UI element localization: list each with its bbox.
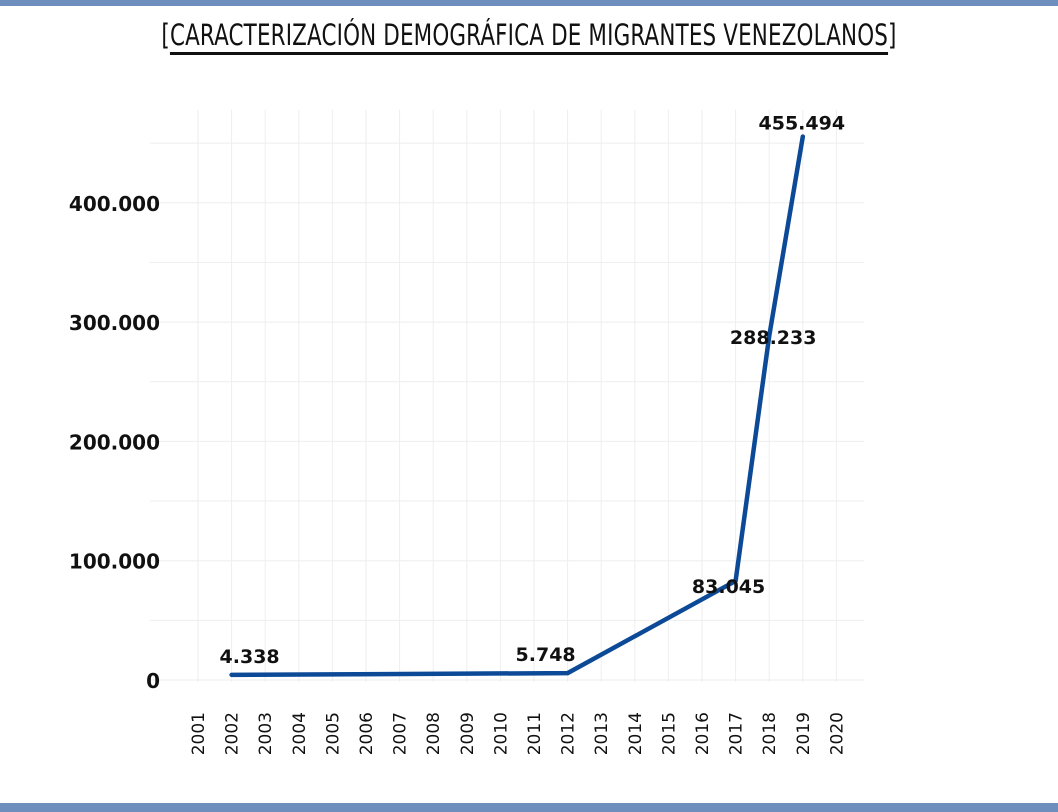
top-frame-bar (0, 0, 1058, 6)
x-tick-label: 2006 (357, 712, 377, 755)
x-tick-label: 2018 (760, 712, 780, 755)
data-label: 288.233 (730, 327, 817, 349)
x-tick-label: 2013 (592, 712, 612, 755)
x-tick-label: 2005 (323, 712, 343, 755)
x-tick-label: 2017 (727, 712, 747, 755)
x-tick-label: 2020 (827, 712, 847, 755)
y-tick-label: 300.000 (69, 311, 160, 335)
y-tick-label: 0 (146, 669, 160, 693)
x-tick-label: 2016 (693, 712, 713, 755)
title-bracket-open: [ (161, 18, 170, 52)
x-tick-label: 2011 (525, 712, 545, 755)
x-tick-label: 2002 (223, 712, 243, 755)
chart-grid (150, 110, 864, 682)
title-text: CARACTERIZACIÓN DEMOGRÁFICA DE MIGRANTES… (169, 18, 889, 52)
x-tick-label: 2007 (391, 712, 411, 755)
chart-series (229, 134, 806, 678)
y-axis: 0 100.000 200.000 300.000 400.000 (69, 192, 160, 693)
x-tick-label: 2014 (626, 712, 646, 755)
x-tick-label: 2008 (424, 712, 444, 755)
data-label: 4.338 (220, 646, 280, 668)
page-title: [CARACTERIZACIÓN DEMOGRÁFICA DE MIGRANTE… (138, 18, 921, 52)
y-tick-label: 200.000 (69, 430, 160, 454)
x-tick-label: 2003 (256, 712, 276, 755)
y-tick-label: 100.000 (69, 550, 160, 574)
bottom-frame-bar (0, 803, 1058, 812)
x-tick-label: 2019 (794, 712, 814, 755)
y-tick-label: 400.000 (69, 192, 160, 216)
data-label: 5.748 (516, 644, 576, 666)
data-labels: 4.338 5.748 83.045 288.233 455.494 (220, 113, 846, 668)
x-tick-label: 2009 (458, 712, 478, 755)
x-tick-label: 2010 (491, 712, 511, 755)
title-bracket-close: ] (888, 18, 897, 52)
x-tick-label: 2015 (659, 712, 679, 755)
series-line (229, 134, 806, 678)
data-label: 83.045 (692, 576, 765, 598)
data-label: 455.494 (759, 113, 846, 135)
x-tick-label: 2001 (189, 712, 209, 755)
x-tick-label: 2012 (559, 712, 579, 755)
x-tick-label: 2004 (290, 712, 310, 755)
x-axis: 2001 2002 2003 2004 2005 2006 2007 2008 2009 2010… (189, 712, 847, 755)
